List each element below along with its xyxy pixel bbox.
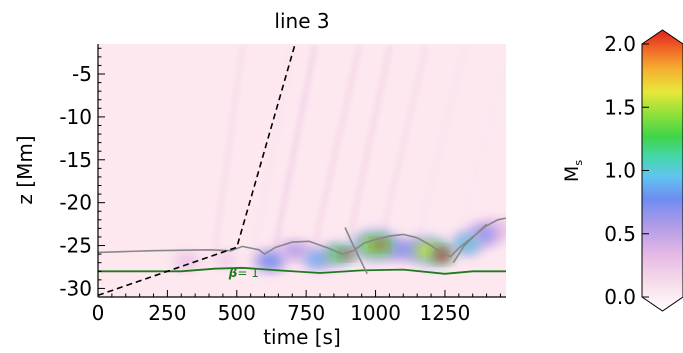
beta-value: = 1 — [237, 266, 259, 280]
heatmap-hotspot — [175, 254, 198, 268]
heatmap-streak — [272, 44, 318, 250]
colorbar: 0.0 0.5 1.0 1.5 2.0 Ms — [561, 29, 683, 312]
y-tick-label: -15 — [59, 148, 92, 172]
beta-symbol: β — [228, 266, 238, 280]
colorbar-label: Ms — [561, 160, 585, 182]
heatmap-hotspot — [306, 252, 329, 267]
x-tick-label: 1000 — [350, 301, 401, 325]
heatmap-hotspot — [281, 243, 309, 258]
colorbar-tick-label: 1.0 — [604, 159, 636, 183]
x-tick-label: 0 — [92, 301, 105, 325]
y-tick-label: -10 — [59, 105, 92, 129]
gray-spikes — [344, 223, 488, 275]
colorbar-tick-label: 1.5 — [604, 95, 636, 119]
heatmap-streak — [211, 44, 246, 258]
beta-one-contour — [98, 266, 506, 275]
colorbar-label-main: M — [561, 166, 583, 182]
y-tick-label: -5 — [72, 62, 92, 86]
x-tick-label: 500 — [218, 301, 256, 325]
heatmap-streak — [455, 61, 506, 237]
colorbar-tick-label: 0.5 — [604, 222, 636, 246]
heatmap-streak — [413, 44, 468, 245]
colorbar-tick-label: 2.0 — [604, 32, 636, 56]
colorbar-label-subscript: s — [572, 160, 585, 166]
y-tick-label: -25 — [59, 234, 92, 258]
contour-lines — [98, 44, 506, 297]
plot-area: β= 1 0 250 500 750 1000 1250 -5 -10 -15 -20 -25 -3… — [59, 44, 506, 325]
colorbar-ticks: 0.0 0.5 1.0 1.5 2.0 — [604, 32, 649, 309]
heatmap-hotspot — [433, 248, 451, 261]
x-axis-ticks: 0 250 500 750 1000 1250 — [92, 290, 501, 325]
y-tick-label: -30 — [59, 276, 92, 300]
x-tick-label: 250 — [148, 301, 186, 325]
heatmap-streak — [344, 44, 393, 250]
x-axis-label: time [s] — [263, 325, 341, 349]
heatmap-hotspot — [373, 240, 386, 249]
gray-spike — [344, 227, 368, 275]
x-tick-label: 1250 — [419, 301, 470, 325]
chart-title: line 3 — [274, 9, 329, 33]
heatmap-streaks — [211, 44, 506, 258]
beta-annotation: β= 1 — [228, 266, 259, 280]
heatmap-hotspot — [215, 252, 236, 267]
heatmap-streak — [310, 44, 363, 250]
gray-spike — [452, 223, 488, 264]
y-axis-ticks: -5 -10 -15 -20 -25 -30 — [59, 47, 105, 300]
heatmap-streak — [249, 44, 296, 258]
y-tick-label: -20 — [59, 191, 92, 215]
y-axis-label: z [Mm] — [13, 135, 37, 204]
heatmap-hotspot — [257, 253, 283, 269]
x-tick-label: 750 — [287, 301, 325, 325]
heatmap-streak — [377, 44, 430, 245]
colorbar-tick-label: 0.0 — [604, 285, 636, 309]
gray-contour — [98, 217, 506, 258]
